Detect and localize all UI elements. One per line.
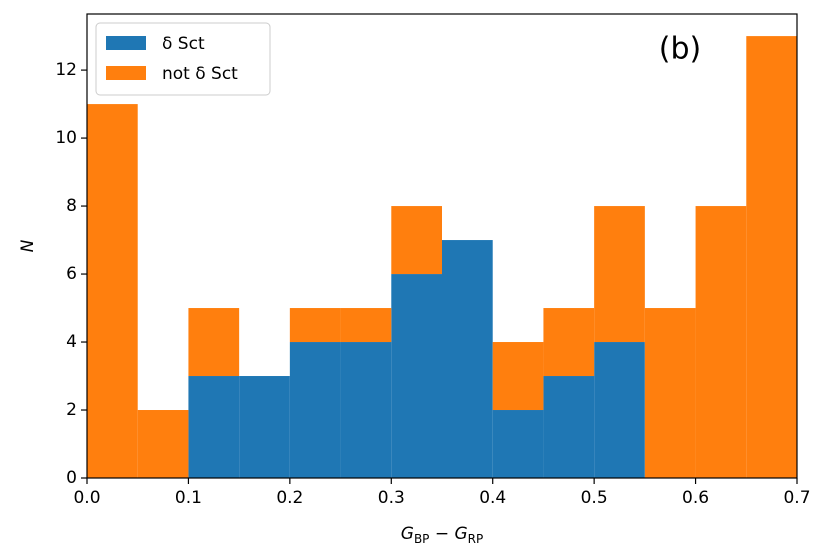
- y-tick-label: 8: [66, 196, 77, 216]
- bar: [391, 274, 442, 478]
- x-label-sub: RP: [468, 532, 484, 546]
- x-tick-label: 0.7: [783, 488, 810, 508]
- x-tick-label: 0.2: [276, 488, 303, 508]
- legend-swatch: [106, 66, 146, 80]
- bar: [391, 206, 442, 275]
- bar: [188, 376, 240, 478]
- bar: [695, 206, 747, 479]
- plot-frame: [86, 13, 798, 479]
- bar: [644, 308, 696, 478]
- y-tick-label: 6: [66, 264, 77, 284]
- x-label-part: G: [401, 524, 414, 544]
- bar: [594, 342, 645, 478]
- bar: [543, 308, 595, 377]
- y-tick-label: 2: [66, 400, 77, 420]
- x-label-part: − G: [429, 524, 467, 544]
- bar: [340, 342, 392, 478]
- legend-swatch: [106, 36, 146, 50]
- x-tick-label: 0.5: [581, 488, 608, 508]
- y-tick-label: 10: [55, 128, 77, 148]
- bar: [188, 308, 240, 377]
- x-axis-label: GBP − GRP: [401, 524, 483, 546]
- bar: [492, 342, 544, 411]
- bar: [239, 376, 290, 478]
- x-tick-label: 0.3: [378, 488, 405, 508]
- x-tick-label: 0.4: [479, 488, 506, 508]
- x-label-sub: BP: [414, 532, 429, 546]
- y-tick-label: 0: [66, 468, 77, 488]
- legend-label: δ Sct: [162, 34, 205, 54]
- bar: [442, 240, 493, 478]
- bar: [594, 206, 645, 343]
- y-axis-label: N: [18, 239, 38, 252]
- bar: [137, 410, 189, 478]
- bar: [289, 308, 341, 343]
- bar: [543, 376, 595, 478]
- x-tick-label: 0.1: [175, 488, 202, 508]
- bar: [289, 342, 341, 478]
- legend-label: not δ Sct: [162, 64, 238, 84]
- y-tick-label: 4: [66, 332, 77, 352]
- bar: [340, 308, 392, 343]
- bar: [492, 410, 544, 478]
- y-tick-label: 12: [55, 60, 77, 80]
- bar: [746, 36, 797, 478]
- x-tick-label: 0.0: [73, 488, 100, 508]
- bar: [87, 104, 138, 478]
- annotation: (b): [659, 32, 701, 67]
- x-tick-label: 0.6: [682, 488, 709, 508]
